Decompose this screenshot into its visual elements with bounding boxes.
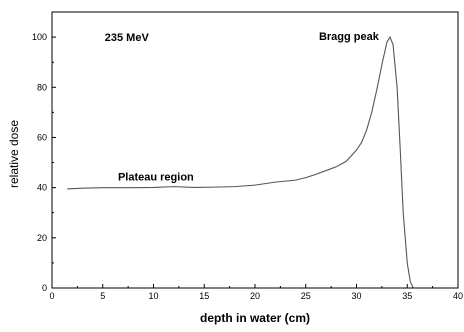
x-tick-label: 20 (250, 291, 260, 301)
y-tick-label: 100 (32, 32, 47, 42)
ticks-layer (51, 36, 459, 289)
annotation-energy: 235 MeV (105, 32, 150, 44)
x-tick-label: 35 (402, 291, 412, 301)
y-tick-label: 80 (37, 82, 47, 92)
x-tick-label: 30 (351, 291, 361, 301)
x-tick-label: 40 (453, 291, 463, 301)
series-line (67, 35, 414, 289)
x-axis-label: depth in water (cm) (200, 311, 310, 325)
y-tick-label: 0 (42, 283, 47, 293)
plot-frame (51, 11, 459, 289)
labels-layer: 0 5 10 15 20 25 30 35 40 0 20 40 60 80 100 (32, 32, 463, 301)
x-tick-label: 5 (100, 291, 105, 301)
x-tick-label: 0 (49, 291, 54, 301)
y-axis-label: relative dose (7, 120, 21, 188)
annotation-bragg-peak: Bragg peak (319, 31, 380, 43)
x-tick-label: 10 (148, 291, 158, 301)
x-tick-label: 15 (199, 291, 209, 301)
annotation-plateau-region: Plateau region (118, 171, 194, 183)
y-tick-label: 40 (37, 183, 47, 193)
y-tick-label: 60 (37, 132, 47, 142)
y-tick-label: 20 (37, 233, 47, 243)
x-tick-label: 25 (301, 291, 311, 301)
